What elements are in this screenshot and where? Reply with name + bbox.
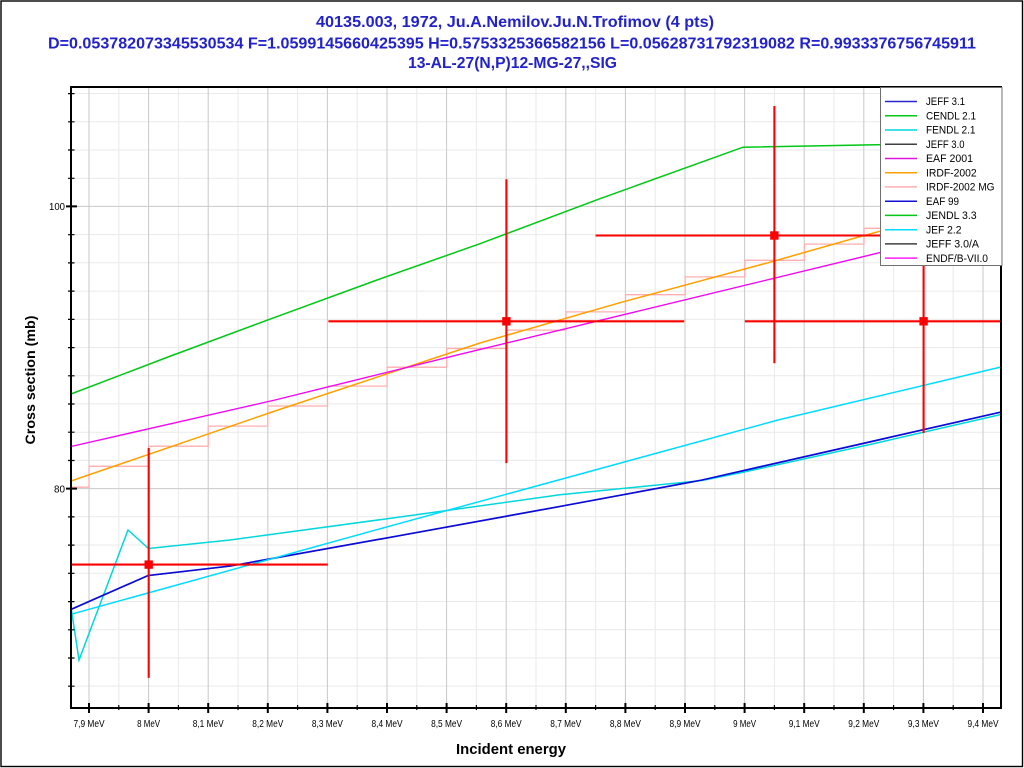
- svg-text:80: 80: [54, 483, 65, 495]
- svg-text:8,5 MeV: 8,5 MeV: [431, 718, 462, 730]
- svg-text:IRDF-2002 MG: IRDF-2002 MG: [926, 182, 995, 194]
- svg-text:8,9 MeV: 8,9 MeV: [670, 718, 701, 730]
- svg-text:9,2 MeV: 9,2 MeV: [848, 718, 879, 730]
- svg-text:8,7 MeV: 8,7 MeV: [550, 718, 581, 730]
- svg-text:Cross section (mb): Cross section (mb): [22, 316, 38, 445]
- svg-text:8,8 MeV: 8,8 MeV: [610, 718, 641, 730]
- svg-text:8,6 MeV: 8,6 MeV: [491, 718, 522, 730]
- svg-text:D=0.053782073345530534 F=1.059: D=0.053782073345530534 F=1.0599145660425…: [48, 36, 976, 53]
- svg-text:FENDL 2.1: FENDL 2.1: [926, 125, 976, 137]
- svg-text:IRDF-2002: IRDF-2002: [926, 167, 977, 179]
- svg-text:Incident energy: Incident energy: [456, 741, 567, 758]
- svg-text:9,3 MeV: 9,3 MeV: [908, 718, 939, 730]
- svg-text:CENDL 2.1: CENDL 2.1: [926, 110, 976, 122]
- svg-text:9 MeV: 9 MeV: [733, 718, 756, 730]
- svg-text:JEF 2.2: JEF 2.2: [926, 224, 962, 236]
- svg-text:EAF 99: EAF 99: [926, 196, 959, 208]
- svg-text:9,1 MeV: 9,1 MeV: [789, 718, 820, 730]
- svg-text:JENDL 3.3: JENDL 3.3: [926, 210, 977, 222]
- svg-text:8 MeV: 8 MeV: [137, 718, 160, 730]
- svg-text:EAF 2001: EAF 2001: [926, 153, 973, 165]
- svg-text:JEFF 3.0: JEFF 3.0: [926, 139, 965, 151]
- svg-text:JEFF 3.0/A: JEFF 3.0/A: [926, 239, 980, 251]
- svg-text:7,9 MeV: 7,9 MeV: [74, 718, 105, 730]
- svg-text:JEFF 3.1: JEFF 3.1: [926, 96, 965, 108]
- svg-text:8,3 MeV: 8,3 MeV: [312, 718, 343, 730]
- svg-text:13-AL-27(N,P)12-MG-27,,SIG: 13-AL-27(N,P)12-MG-27,,SIG: [408, 55, 617, 72]
- svg-text:40135.003, 1972, Ju.A.Nemilov.: 40135.003, 1972, Ju.A.Nemilov.Ju.N.Trofi…: [316, 14, 714, 31]
- svg-text:9,4 MeV: 9,4 MeV: [968, 718, 999, 730]
- svg-text:ENDF/B-VII.0: ENDF/B-VII.0: [926, 253, 988, 265]
- svg-text:8,2 MeV: 8,2 MeV: [252, 718, 283, 730]
- svg-text:8,4 MeV: 8,4 MeV: [372, 718, 403, 730]
- svg-text:100: 100: [49, 201, 65, 213]
- svg-text:8,1 MeV: 8,1 MeV: [193, 718, 224, 730]
